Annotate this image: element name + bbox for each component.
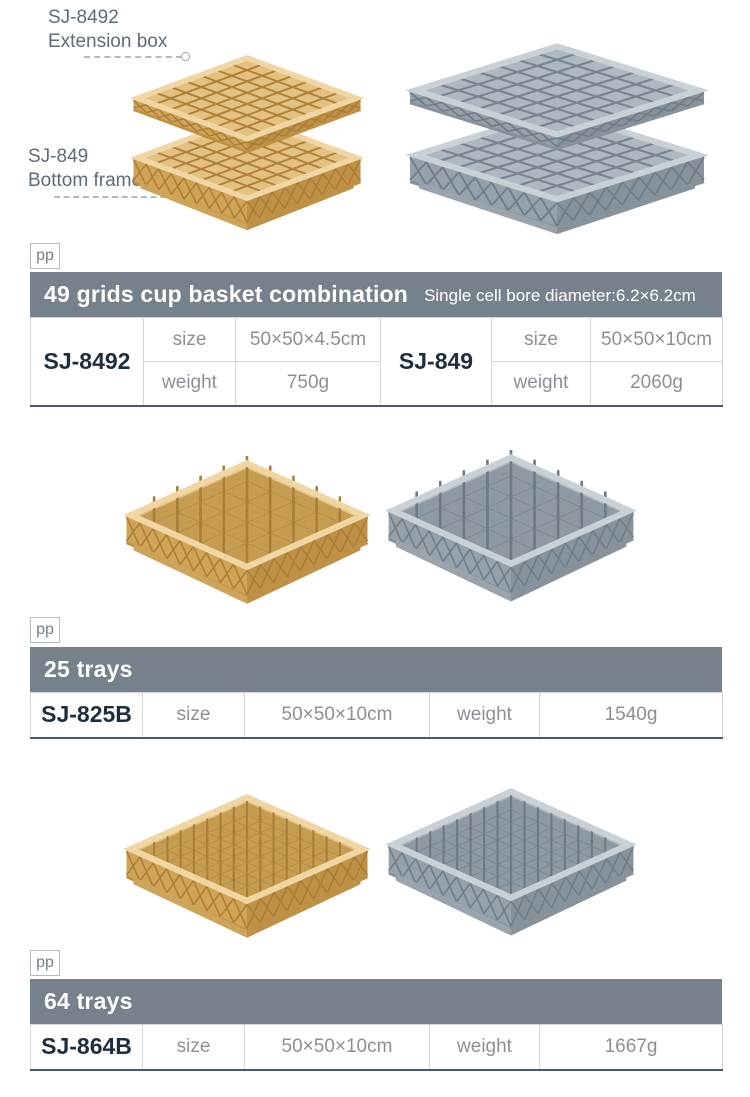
- leader-line: [54, 196, 176, 198]
- table-row: weight 750g weight 2060g: [31, 361, 723, 406]
- size-value-cell: 50×50×10cm: [590, 317, 723, 362]
- leader-line: [84, 56, 182, 58]
- section-title: 25 trays: [44, 656, 133, 682]
- size-label-cell: size: [142, 1024, 245, 1070]
- model-cell: SJ-849: [380, 317, 492, 406]
- table-row: SJ-825B size 50×50×10cm weight 1540g: [30, 692, 723, 738]
- weight-label-cell: weight: [491, 361, 591, 406]
- annotation-label: Bottom frame: [28, 170, 143, 191]
- spec-table-25-trays: SJ-825B size 50×50×10cm weight 1540g: [30, 692, 723, 739]
- weight-label-cell: weight: [143, 361, 236, 406]
- section-header-25-trays: 25 trays: [30, 647, 722, 692]
- section-subtitle: Single cell bore diameter:6.2×6.2cm: [424, 285, 696, 305]
- material-badge: pp: [30, 243, 60, 269]
- annotation-bottom-frame: SJ-849 Bottom frame: [28, 145, 142, 193]
- weight-value-cell: 2060g: [590, 361, 723, 406]
- weight-value-cell: 1667g: [539, 1024, 723, 1070]
- size-value-cell: 50×50×10cm: [244, 692, 430, 738]
- product-image-49-grids-yellow: [129, 54, 365, 231]
- weight-label-cell: weight: [429, 1024, 540, 1070]
- leader-dot: [181, 52, 190, 61]
- material-badge: pp: [30, 617, 60, 643]
- product-image-25-trays-gray: [385, 450, 637, 602]
- model-cell: SJ-8492: [30, 317, 144, 406]
- table-row: SJ-864B size 50×50×10cm weight 1667g: [30, 1024, 723, 1070]
- product-image-25-trays-yellow: [123, 456, 371, 604]
- size-label-cell: size: [143, 317, 236, 362]
- size-value-cell: 50×50×10cm: [244, 1024, 430, 1070]
- section-title: 64 trays: [44, 988, 133, 1014]
- size-label-cell: size: [142, 692, 245, 738]
- size-label-cell: size: [491, 317, 591, 362]
- weight-value-cell: 1540g: [539, 692, 723, 738]
- section-title: 49 grids cup basket combination: [44, 281, 409, 307]
- spec-table-49-grids: SJ-8492 size 50×50×4.5cm SJ-849 size 50×…: [30, 317, 723, 407]
- model-cell: SJ-825B: [30, 692, 143, 738]
- annotation-label: Extension box: [48, 31, 168, 52]
- product-image-49-grids-gray: [405, 43, 709, 235]
- section-header-49-grids: 49 grids cup basket combination Single c…: [30, 272, 722, 317]
- annotation-model: SJ-8492: [48, 7, 119, 28]
- product-image-64-trays-gray: [385, 788, 637, 936]
- spec-table-64-trays: SJ-864B size 50×50×10cm weight 1667g: [30, 1024, 723, 1071]
- weight-value-cell: 750g: [235, 361, 381, 406]
- weight-label-cell: weight: [429, 692, 540, 738]
- model-cell: SJ-864B: [30, 1024, 143, 1070]
- material-badge: pp: [30, 950, 60, 976]
- annotation-extension-box: SJ-8492 Extension box: [48, 6, 167, 54]
- section-header-64-trays: 64 trays: [30, 979, 722, 1024]
- product-image-64-trays-yellow: [123, 794, 371, 938]
- size-value-cell: 50×50×4.5cm: [235, 317, 381, 362]
- table-row: SJ-8492 size 50×50×4.5cm SJ-849 size 50×…: [30, 317, 723, 406]
- annotation-model: SJ-849: [28, 146, 89, 167]
